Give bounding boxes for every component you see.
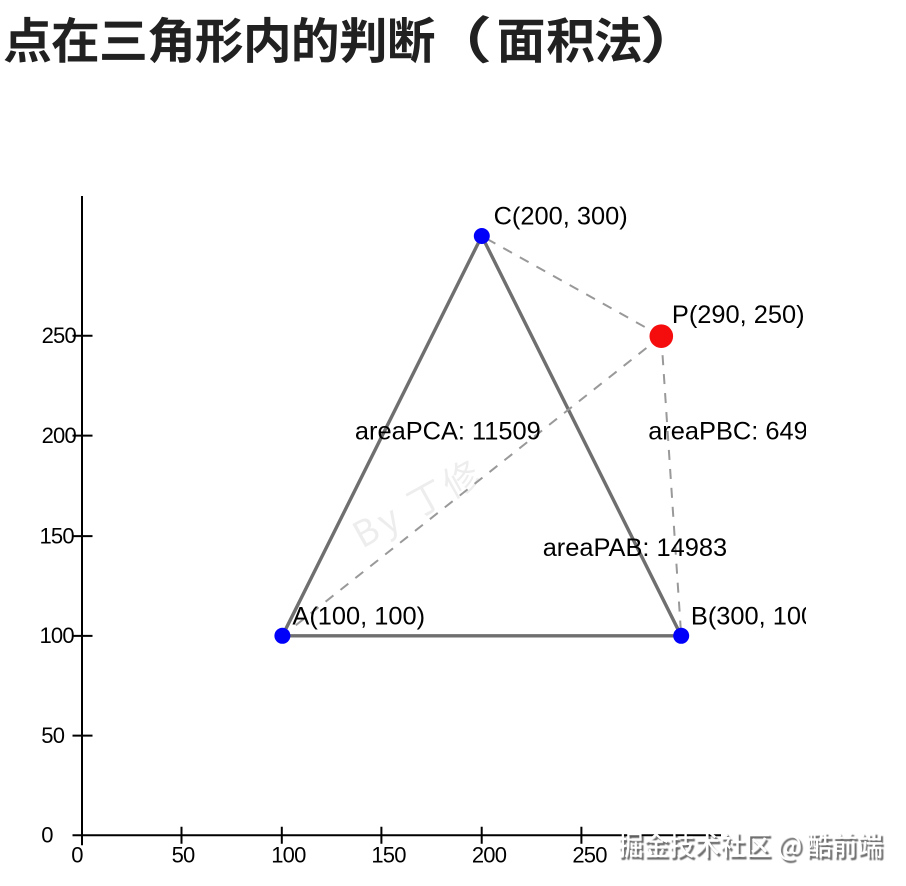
svg-text:0: 0 <box>41 822 53 847</box>
svg-text:50: 50 <box>172 842 195 867</box>
svg-text:C(200, 300): C(200, 300) <box>494 202 628 230</box>
svg-text:100: 100 <box>40 623 75 648</box>
svg-text:B(300, 100): B(300, 100) <box>691 602 824 630</box>
svg-text:P(290, 250): P(290, 250) <box>672 301 805 329</box>
svg-text:50: 50 <box>41 723 64 748</box>
svg-text:250: 250 <box>42 323 77 348</box>
svg-text:250: 250 <box>572 842 607 867</box>
svg-text:A(100, 100): A(100, 100) <box>292 602 425 630</box>
svg-text:areaPBC: 6492: areaPBC: 6492 <box>648 417 822 445</box>
svg-text:100: 100 <box>271 842 306 867</box>
svg-text:200: 200 <box>472 842 507 867</box>
svg-text:150: 150 <box>371 842 406 867</box>
svg-text:200: 200 <box>42 423 77 448</box>
svg-text:areaPAB: 14983: areaPAB: 14983 <box>543 534 727 562</box>
svg-text:150: 150 <box>40 523 75 548</box>
svg-text:0: 0 <box>71 842 83 867</box>
svg-text:areaPCA: 11509: areaPCA: 11509 <box>355 417 541 445</box>
